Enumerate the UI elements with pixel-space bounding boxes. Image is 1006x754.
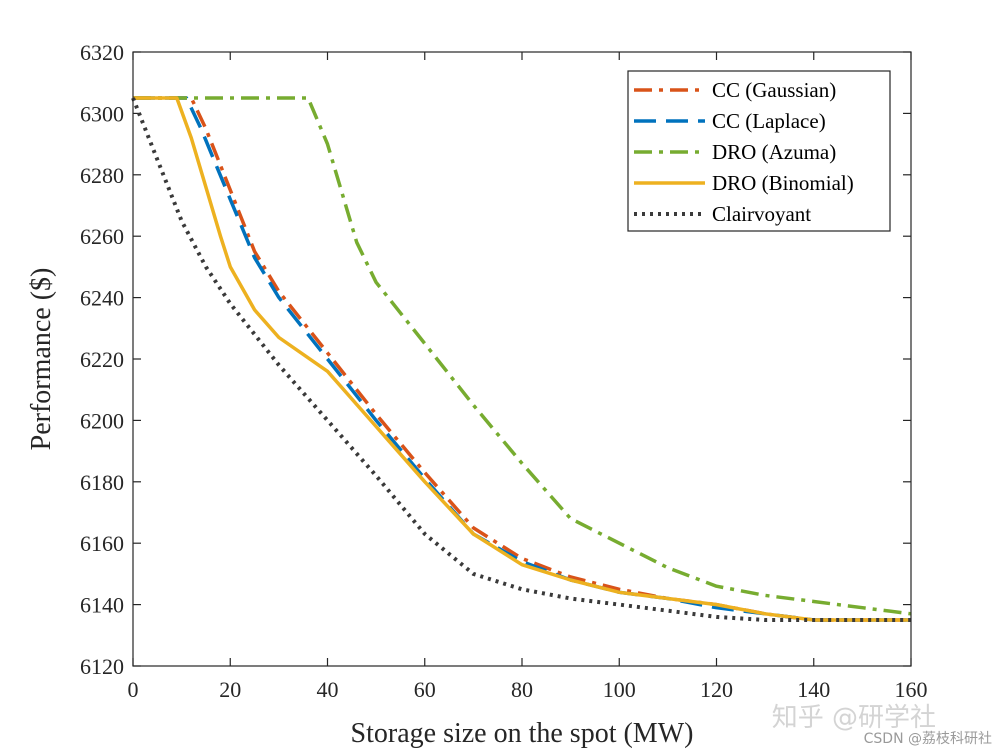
y-axis-label: Performance ($) [26, 268, 57, 451]
y-tick-label: 6240 [80, 286, 124, 311]
watermark-main: 知乎 @研学社 [771, 703, 936, 733]
x-tick-label: 100 [603, 677, 636, 702]
y-tick-label: 6220 [80, 347, 124, 372]
legend: CC (Gaussian) CC (Laplace) DRO (Azuma) DRO … [627, 70, 891, 232]
series-lines [131, 96, 912, 622]
y-tick-label: 6200 [80, 408, 124, 433]
plot-frame [132, 51, 912, 667]
legend-entry: Clairvoyant [712, 202, 811, 226]
x-tick-label: 80 [511, 677, 533, 702]
x-tick-label: 160 [895, 677, 928, 702]
series-line-dro-binomial [133, 96, 911, 622]
y-tick-label: 6160 [80, 531, 124, 556]
series-line-dro-azuma [133, 96, 912, 616]
legend-entry: DRO (Binomial) [712, 171, 854, 195]
x-tick-label: 0 [128, 677, 139, 702]
x-tick-label: 120 [700, 677, 733, 702]
series-line-cc-gaussian [133, 96, 911, 622]
legend-entry: DRO (Azuma) [712, 140, 836, 164]
y-tick-label: 6140 [80, 593, 124, 618]
x-axis-label: Storage size on the spot (MW) [351, 718, 694, 749]
x-tick-label: 140 [797, 677, 830, 702]
y-tick-label: 6320 [80, 40, 124, 65]
x-tick-label: 40 [317, 677, 339, 702]
legend-entry: CC (Gaussian) [712, 78, 836, 102]
x-tick-label: 60 [414, 677, 436, 702]
legend-entry: CC (Laplace) [712, 109, 826, 133]
series-line-clairvoyant [131, 97, 911, 622]
y-tick-label: 6280 [80, 163, 124, 188]
y-tick-label: 6180 [80, 470, 124, 495]
y-tick-label: 6260 [80, 224, 124, 249]
y-tick-label: 6300 [80, 101, 124, 126]
x-tick-label: 20 [219, 677, 241, 702]
y-tick-label: 6120 [80, 654, 124, 679]
axis-ticks: 0 20 40 60 80 100 120 140 160 6120 6140 6160 6180 620… [80, 40, 928, 702]
watermark-sub: CSDN @荔枝科研社 [863, 731, 992, 747]
